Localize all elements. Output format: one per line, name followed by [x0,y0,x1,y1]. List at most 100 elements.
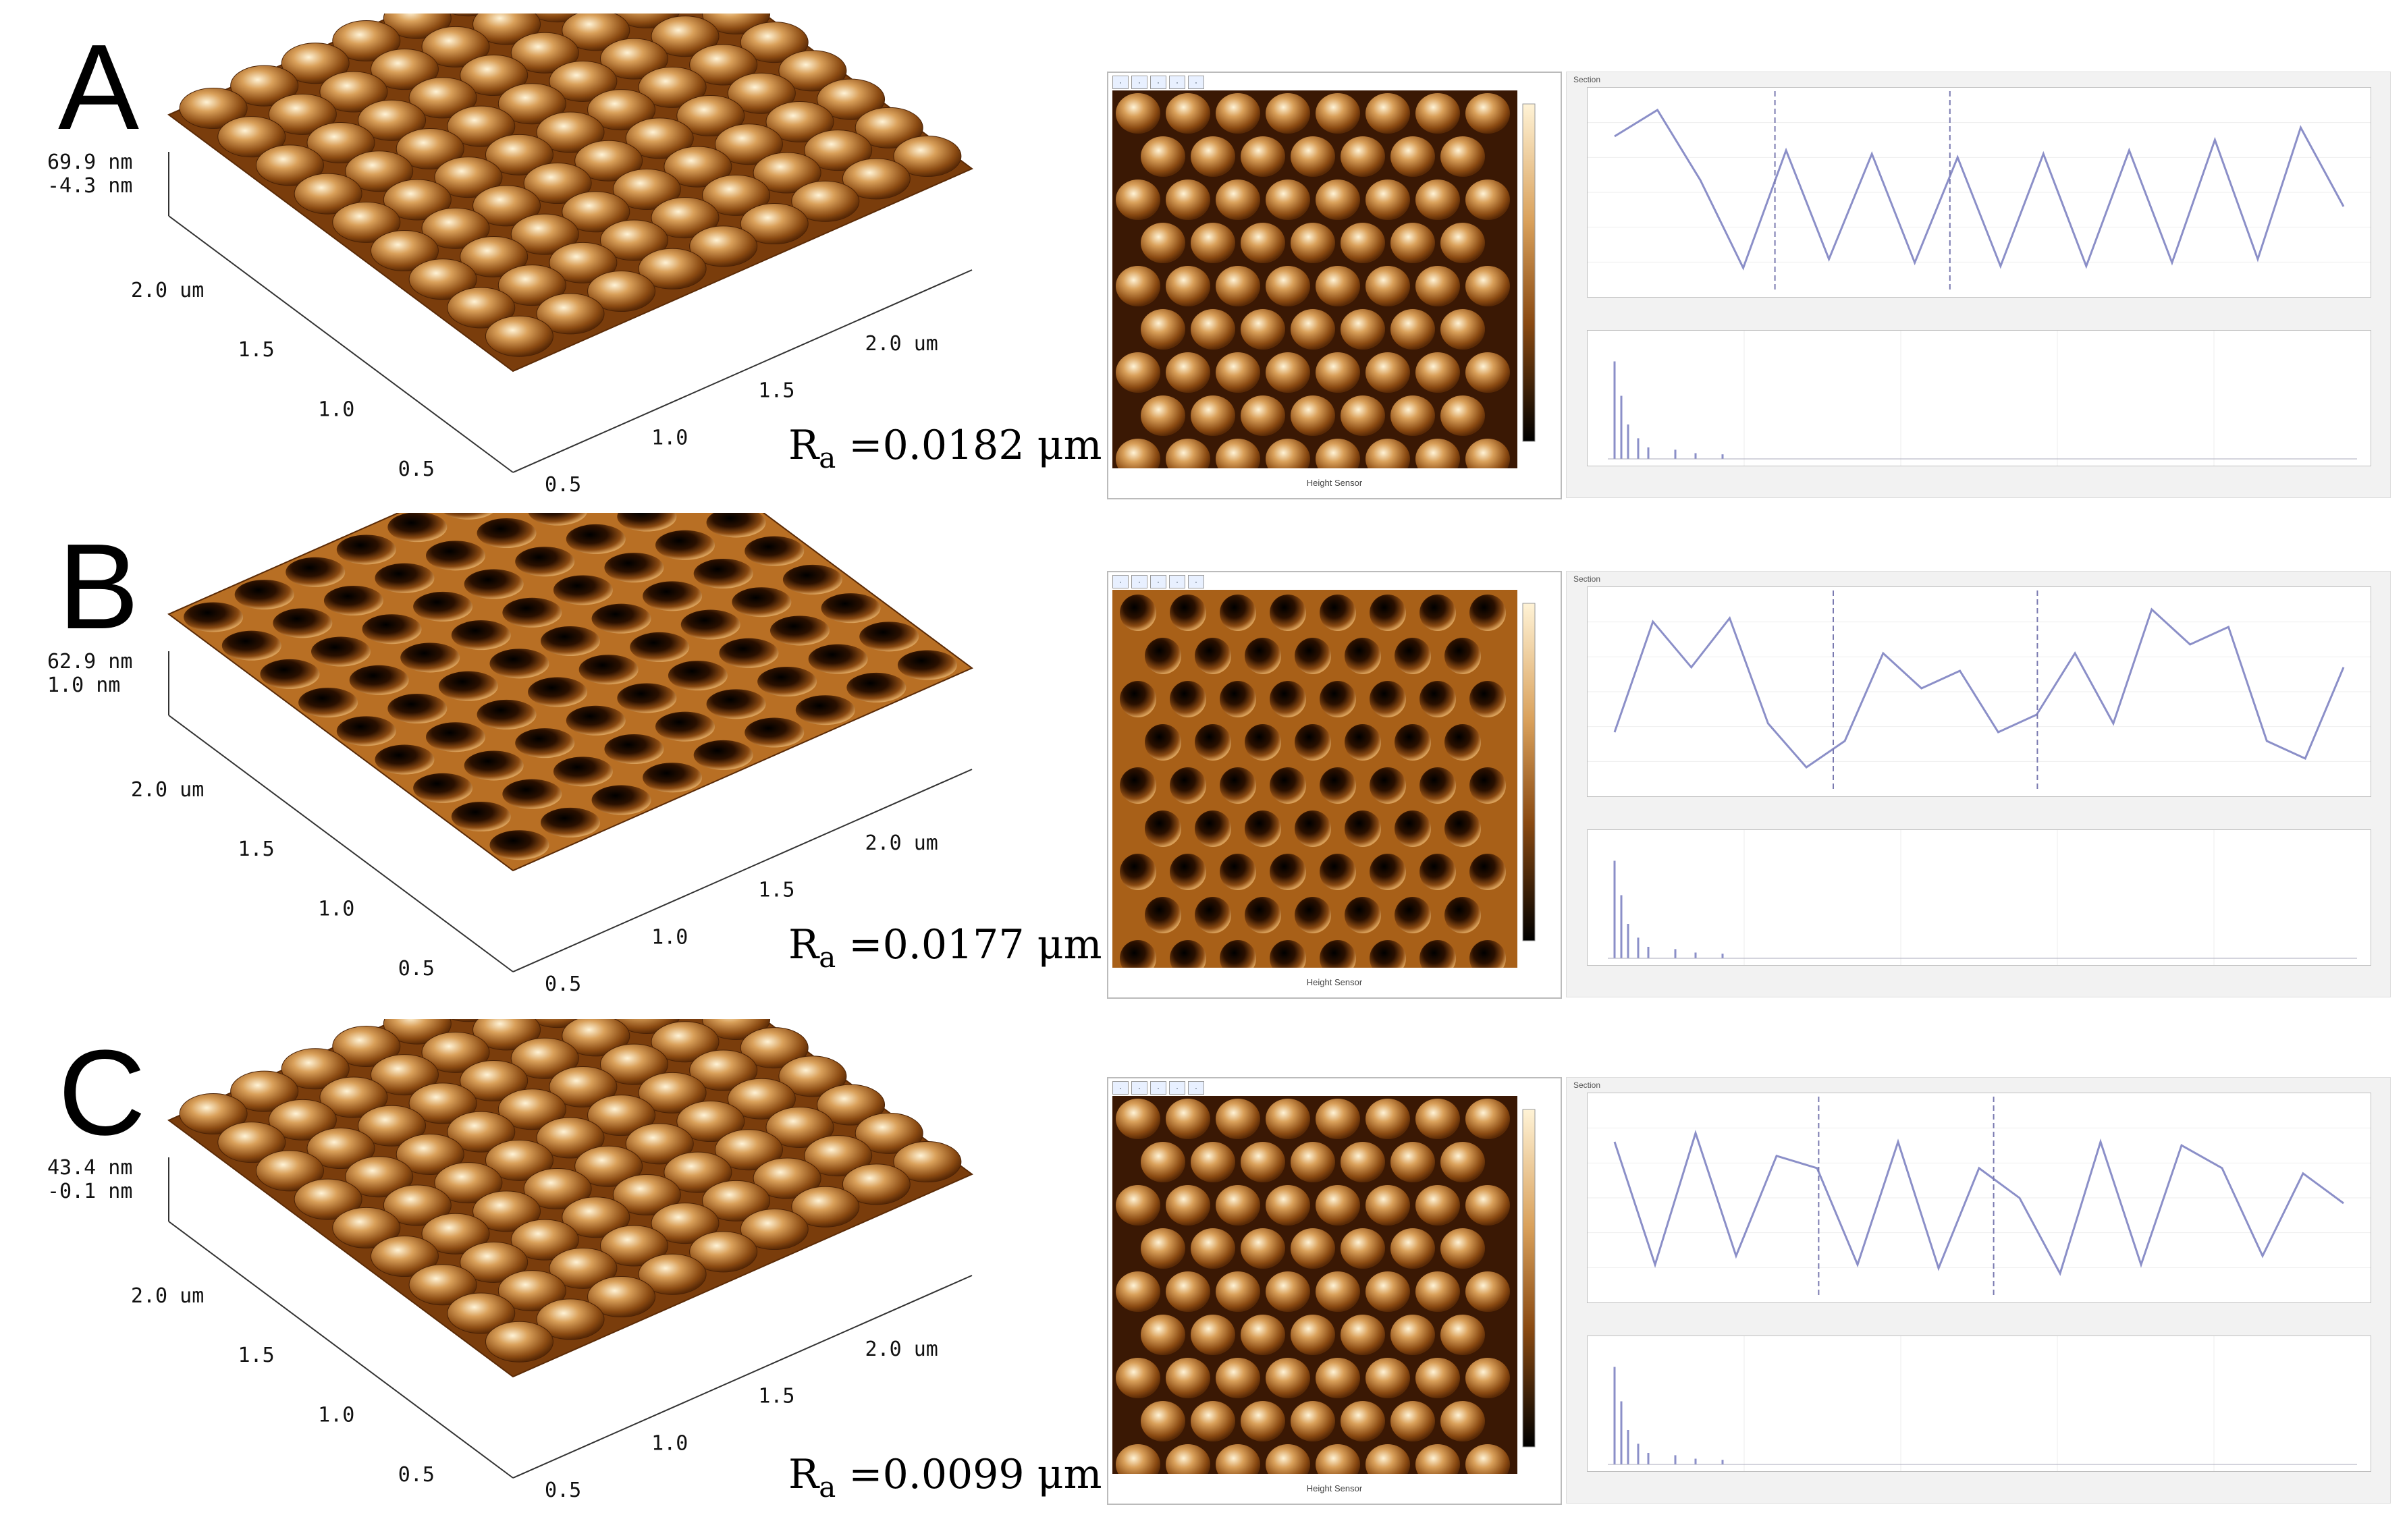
surface-pit [578,655,639,685]
surface-pit [221,630,281,661]
export-icon[interactable]: · [1188,76,1204,89]
surface-dome [638,248,707,290]
height-map-dome [1266,180,1310,220]
surface-dome [599,38,668,80]
surface-tick-label-left: 0.5 [398,1463,435,1487]
cursor-icon[interactable]: · [1112,1081,1129,1095]
height-map-pit [1370,940,1406,968]
zoom-icon[interactable]: · [1131,76,1147,89]
height-map-dome [1116,1185,1160,1226]
surface-dome [765,1106,834,1148]
section-profile-line [1614,108,2345,271]
surface-pit [617,683,677,713]
cursor-icon[interactable]: · [1112,575,1129,588]
zoom-icon[interactable]: · [1131,575,1147,588]
surface-pit [643,763,703,793]
height-map-pit [1270,940,1306,968]
surface-dome [727,72,796,114]
export-icon[interactable]: · [1188,1081,1204,1095]
panel-letter: B [58,519,140,655]
surface-dome [383,1184,452,1226]
surface-dome [676,1101,745,1143]
surface-axis-left [168,215,514,473]
surface-pit [566,524,626,554]
surface-dome [447,105,516,147]
section-icon[interactable]: · [1150,1081,1166,1095]
surface-dome [562,1197,630,1238]
surface-pit [362,614,422,644]
surface-dome [510,1037,579,1079]
height-map-pit [1145,724,1181,761]
roughness-symbol: R [788,422,819,469]
surface-pit [387,513,448,543]
section-profile-svg [1588,1097,2371,1296]
surface-dome [179,87,248,129]
height-map-dome [1365,1185,1410,1226]
export-icon[interactable]: · [1188,575,1204,588]
section-icon[interactable]: · [1150,575,1166,588]
surface-3d-plot: 2.0 um 2.0 um 1.5 1.5 1.0 1.0 0.5 0.5 62.9 nm1.0… [47,513,973,996]
height-map-dome [1291,395,1335,436]
surface-pit [336,716,396,746]
height-map-dome [1116,352,1160,393]
surface-dome [408,1264,477,1306]
measure-icon[interactable]: · [1169,1081,1185,1095]
surface-dome [434,1162,503,1204]
height-map-dome [1141,136,1185,177]
surface-dome [179,1093,248,1134]
surface-dome [804,130,873,171]
height-map-dome [1440,136,1485,177]
height-map-dome [1440,309,1485,350]
roughness-value: =0.0177 μm [836,921,1102,968]
surface-dome [319,71,388,113]
height-map-image [1112,90,1536,468]
surface-pit [502,597,562,628]
height-map-dome [1216,180,1260,220]
height-map-dome [1191,136,1235,177]
height-map-pit [1120,767,1156,804]
height-map-dome [1166,1444,1210,1474]
surface-pit [426,722,485,752]
cursor-icon[interactable]: · [1112,76,1129,89]
height-map-dome [1166,180,1210,220]
height-map-pit [1320,681,1356,717]
roughness-label: Ra =0.0182 μm [788,425,1102,472]
measure-icon[interactable]: · [1169,575,1185,588]
surface-tick-label-left: 2.0 um [131,778,204,802]
section-icon[interactable]: · [1150,76,1166,89]
surface-dome [612,1174,681,1215]
surface-dome [370,49,439,90]
height-map-dome [1191,1401,1235,1441]
surface-dome [842,1163,911,1205]
height-map-dome [1291,1142,1335,1182]
surface-dome [753,1157,821,1199]
surface-dome [778,1055,847,1097]
height-map-pit [1469,940,1506,968]
surface-pit [770,615,830,646]
height-map-dome [1166,1099,1210,1139]
height-map-dome [1390,395,1435,436]
section-analysis-window: Section [1566,1077,2391,1504]
surface-pit [617,513,677,532]
height-map-dome [1141,395,1185,436]
surface-pit [477,699,537,730]
surface-tick-label-right: 1.5 [758,1385,794,1408]
height-map-dome [1316,1185,1360,1226]
zoom-icon[interactable]: · [1131,1081,1147,1095]
surface-pit [897,650,957,680]
height-map-dome [1390,136,1435,177]
height-map-pit [1395,897,1431,933]
surface-z-min-label: -0.1 nm [47,1180,132,1203]
height-map-pit [1220,595,1256,631]
height-map-dome [1166,1185,1210,1226]
height-map-dome [1216,439,1260,468]
height-map-dome [1216,93,1260,134]
surface-dome [664,146,732,188]
surface-dome [345,150,414,192]
surface-dome [536,293,605,335]
height-map-dome [1440,1401,1485,1441]
measure-icon[interactable]: · [1169,76,1185,89]
surface-dome [599,1225,668,1267]
surface-pit [298,688,358,718]
height-map-pit [1295,810,1331,847]
